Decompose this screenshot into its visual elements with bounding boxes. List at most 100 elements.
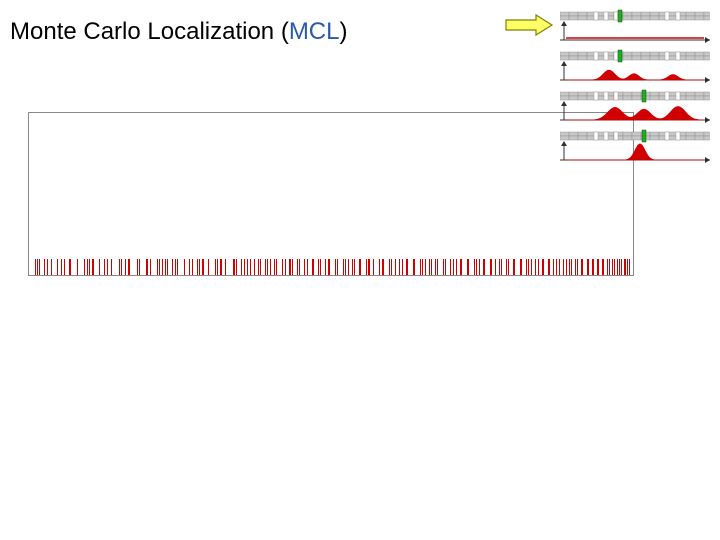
highlight-arrow [504, 14, 554, 36]
particle [199, 259, 200, 275]
particle [189, 259, 190, 275]
localization-thumb-1 [560, 8, 710, 44]
particle [299, 259, 300, 275]
particle [335, 259, 336, 275]
particle [542, 259, 543, 275]
particle [258, 259, 259, 275]
particle [297, 259, 298, 275]
particle [139, 259, 140, 275]
particle [538, 259, 539, 275]
particle [453, 259, 454, 275]
particle [431, 259, 432, 275]
particle [267, 259, 268, 275]
particle [582, 259, 583, 275]
particle [64, 259, 65, 275]
particle [215, 259, 216, 275]
particle [450, 259, 451, 275]
particle [621, 259, 622, 275]
particle [556, 259, 557, 275]
particle [395, 259, 396, 275]
particle [150, 259, 151, 275]
particle [39, 259, 40, 275]
particle [543, 259, 544, 275]
particle [104, 259, 105, 275]
particle [236, 259, 237, 275]
particle [250, 259, 251, 275]
particle [506, 259, 507, 275]
particle [360, 259, 361, 275]
particle [159, 259, 160, 275]
particle [44, 259, 45, 275]
particle [443, 259, 444, 275]
particle [559, 259, 560, 275]
particle [203, 259, 204, 275]
particle [373, 259, 374, 275]
particle [460, 259, 461, 275]
particle [382, 259, 383, 275]
particle [125, 259, 126, 275]
particle [285, 259, 286, 275]
particle [265, 259, 266, 275]
particle [577, 259, 578, 275]
particle [598, 259, 599, 275]
particle [172, 259, 173, 275]
particle [526, 259, 527, 275]
particle [225, 259, 226, 275]
particle [569, 259, 570, 275]
particle [244, 259, 245, 275]
particle [587, 259, 588, 275]
particle [343, 259, 344, 275]
particle [476, 259, 477, 275]
particle [325, 259, 326, 275]
particle [513, 259, 514, 275]
particle [627, 259, 628, 275]
particle [549, 259, 550, 275]
particle [588, 259, 589, 275]
particle [147, 259, 148, 275]
particle [260, 259, 261, 275]
particle [107, 259, 108, 275]
particle [407, 259, 408, 275]
particle [99, 259, 100, 275]
particle [192, 259, 193, 275]
particle [304, 259, 305, 275]
particle [35, 259, 36, 275]
particle [491, 259, 492, 275]
particle [435, 259, 436, 275]
particle [379, 259, 380, 275]
particle [233, 259, 234, 275]
particle-row [29, 253, 633, 275]
particle [366, 259, 367, 275]
particle [47, 259, 48, 275]
particle [307, 259, 308, 275]
particle [93, 259, 94, 275]
particle [87, 259, 88, 275]
page-title: Monte Carlo Localization (MCL) [10, 18, 347, 46]
localization-thumb-2 [560, 48, 710, 84]
particle [575, 259, 576, 275]
particle [535, 259, 536, 275]
particle [617, 259, 618, 275]
particle [429, 259, 430, 275]
particle [612, 259, 613, 275]
particle [290, 259, 291, 275]
particle [437, 259, 438, 275]
particle [603, 259, 604, 275]
particle [597, 259, 598, 275]
particle [553, 259, 554, 275]
particle [531, 259, 532, 275]
particle [420, 259, 421, 275]
particle [607, 259, 608, 275]
particle [184, 259, 185, 275]
particle [345, 259, 346, 275]
particle [137, 259, 138, 275]
particle [602, 259, 603, 275]
particle [501, 259, 502, 275]
particle [282, 259, 283, 275]
particle [425, 259, 426, 275]
particle [57, 259, 58, 275]
particle [422, 259, 423, 275]
particle [352, 259, 353, 275]
particle [402, 259, 403, 275]
particle [37, 259, 38, 275]
